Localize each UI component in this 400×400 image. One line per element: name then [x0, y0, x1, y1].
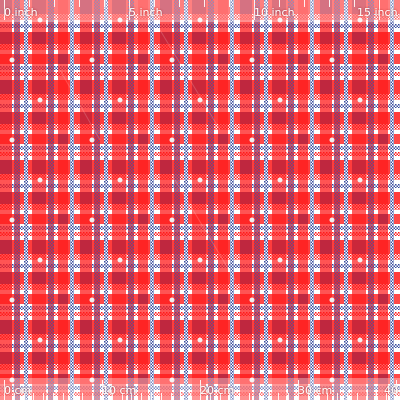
- ruler-top-tick: [329, 0, 330, 7]
- ruler-top-tick: [104, 0, 105, 7]
- ruler-top-label: 5 inch: [129, 6, 163, 19]
- ruler-top-inch: 0 inch 5 inch 10 inch 15 inch: [0, 0, 400, 22]
- ruler-top-label: 10 inch: [254, 6, 295, 19]
- ruler-bottom-tick: [376, 393, 378, 400]
- ruler-top-label: 15 inch: [357, 6, 398, 19]
- ruler-top-tick: [179, 0, 180, 7]
- ruler-bottom-tick: [200, 380, 201, 400]
- ruler-bottom-tick: [337, 393, 339, 400]
- ruler-top-label: 0 inch: [4, 6, 38, 19]
- ruler-bottom-tick: [160, 393, 162, 400]
- ruler-bottom-tick: [190, 393, 192, 400]
- ruler-bottom-tick: [396, 380, 397, 400]
- ruler-bottom-label: 0 cm: [4, 384, 32, 397]
- ruler-bottom-tick: [278, 393, 280, 400]
- ruler-bottom-tick: [111, 393, 113, 400]
- ruler-top-tick: [204, 0, 205, 7]
- ruler-bottom-tick: [366, 393, 368, 400]
- ruler-top-tick: [279, 0, 280, 7]
- ruler-bottom-tick: [356, 393, 358, 400]
- ruler-top-tick: [129, 0, 130, 20]
- ruler-bottom-tick: [317, 393, 319, 400]
- ruler-bottom-tick: [239, 393, 241, 400]
- ruler-top-tick: [254, 0, 255, 20]
- ruler-bottom-tick: [141, 393, 143, 400]
- ruler-bottom-tick: [258, 393, 260, 400]
- ruler-bottom-label: 10 cm: [102, 384, 137, 397]
- ruler-bottom-tick: [209, 393, 211, 400]
- ruler-top-background: [0, 0, 400, 22]
- ruler-bottom-tick: [268, 393, 270, 400]
- ruler-top-tick: [379, 0, 380, 20]
- ruler-bottom-tick: [43, 393, 45, 400]
- ruler-bottom-tick: [307, 393, 309, 400]
- ruler-bottom-label: 30 cm: [298, 384, 333, 397]
- ruler-bottom-tick: [121, 393, 123, 400]
- ruler-bottom-tick: [102, 380, 103, 400]
- ruler-bottom-tick: [13, 393, 15, 400]
- ruler-bottom-tick: [327, 393, 329, 400]
- ruler-bottom-tick: [229, 393, 231, 400]
- ruler-top-tick: [54, 0, 55, 7]
- ruler-bottom-tick: [33, 393, 35, 400]
- ruler-bottom-tick: [4, 380, 5, 400]
- ruler-bottom-tick: [386, 393, 388, 400]
- ruler-bottom-label: 40: [384, 384, 398, 397]
- ruler-bottom-tick: [219, 393, 221, 400]
- ruler-top-tick: [229, 0, 230, 7]
- ruler-bottom-tick: [23, 393, 25, 400]
- ruler-bottom-tick: [249, 393, 250, 400]
- ruler-bottom-tick: [131, 393, 133, 400]
- ruler-bottom-tick: [72, 393, 74, 400]
- ruler-top-tick: [354, 0, 355, 7]
- ruler-bottom-tick: [53, 393, 54, 400]
- ruler-top-tick: [4, 0, 5, 20]
- ruler-bottom-tick: [170, 393, 172, 400]
- ruler-top-tick: [79, 0, 80, 7]
- ruler-top-tick: [29, 0, 30, 7]
- ruler-bottom-tick: [180, 393, 182, 400]
- ruler-bottom-tick: [62, 393, 64, 400]
- ruler-top-tick: [154, 0, 155, 7]
- ruler-top-tick: [304, 0, 305, 7]
- ruler-bottom-cm: 0 cm 10 cm 20 cm 30 cm 40: [0, 378, 400, 400]
- ruler-bottom-tick: [92, 393, 94, 400]
- ruler-bottom-tick: [298, 380, 299, 400]
- ruler-bottom-label: 20 cm: [200, 384, 235, 397]
- ruler-bottom-tick: [82, 393, 84, 400]
- ruler-bottom-tick: [151, 393, 152, 400]
- ruler-bottom-tick: [288, 393, 290, 400]
- ruler-bottom-tick: [347, 393, 348, 400]
